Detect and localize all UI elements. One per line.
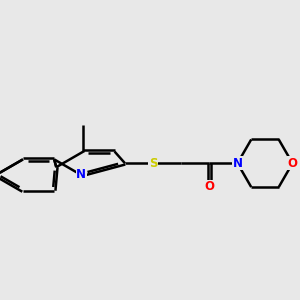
Text: O: O <box>204 180 214 193</box>
Text: N: N <box>76 169 86 182</box>
Text: N: N <box>232 157 242 170</box>
Text: S: S <box>149 157 158 170</box>
Text: O: O <box>287 157 298 170</box>
